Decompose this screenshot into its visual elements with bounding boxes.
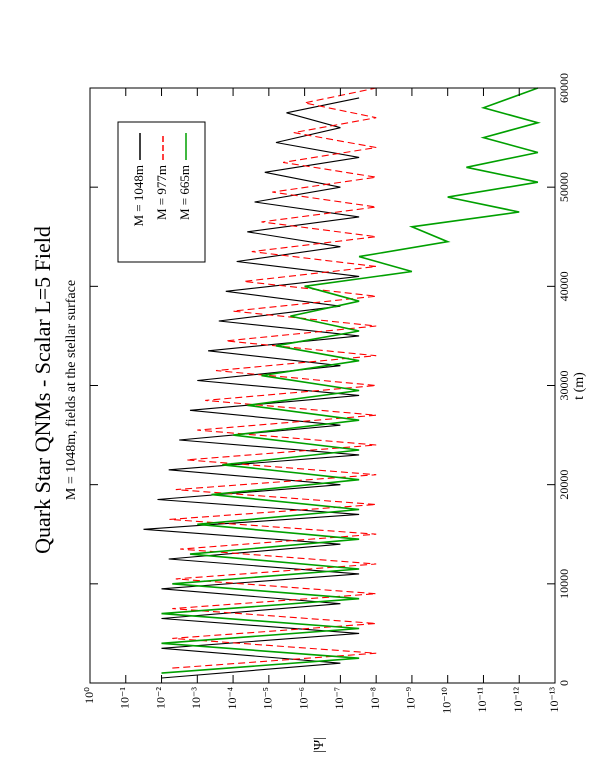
chart-title: Quark Star QNMs - Scalar L=5 Field	[30, 226, 55, 554]
x-tick-label: 10000	[557, 569, 571, 599]
x-tick-label: 0	[557, 680, 571, 686]
y-tick-label: 10⁻⁶	[296, 687, 310, 710]
x-tick-label: 40000	[557, 271, 571, 301]
x-tick-label: 20000	[557, 470, 571, 500]
y-tick-label: 10⁻²	[153, 687, 167, 709]
legend-label: M = 977m	[154, 165, 169, 220]
legend-label: M = 665m	[177, 165, 192, 220]
x-axis-label: t (m)	[572, 372, 587, 400]
y-tick-label: 10⁻¹¹	[475, 687, 489, 713]
y-tick-label: 10⁻¹³	[547, 687, 561, 713]
y-tick-label: 10⁻⁷	[332, 687, 346, 710]
x-tick-label: 60000	[557, 73, 571, 103]
legend-label: M = 1048m	[131, 165, 146, 227]
series-line	[161, 87, 541, 674]
x-tick-label: 50000	[557, 172, 571, 202]
x-tick-label: 30000	[557, 371, 571, 401]
y-tick-label: 10⁻⁹	[404, 687, 418, 710]
series-line	[143, 97, 360, 679]
y-tick-label: 10⁻⁵	[261, 687, 275, 710]
y-tick-label: 10⁻¹⁰	[439, 687, 453, 714]
y-tick-label: 10⁰	[82, 687, 96, 704]
y-tick-label: 10⁻¹	[118, 687, 132, 709]
y-tick-label: 10⁻³	[189, 687, 203, 709]
chart-subtitle: M = 1048m, fields at the stellar surface	[64, 280, 79, 500]
y-tick-label: 10⁻¹²	[511, 687, 525, 713]
y-tick-label: 10⁻⁴	[225, 687, 239, 710]
y-axis-label: |Ψ|	[312, 737, 327, 753]
rotated-plot: Quark Star QNMs - Scalar L=5 Field M = 1…	[30, 73, 587, 753]
series-line	[169, 87, 377, 669]
y-tick-label: 10⁻⁸	[368, 687, 382, 710]
